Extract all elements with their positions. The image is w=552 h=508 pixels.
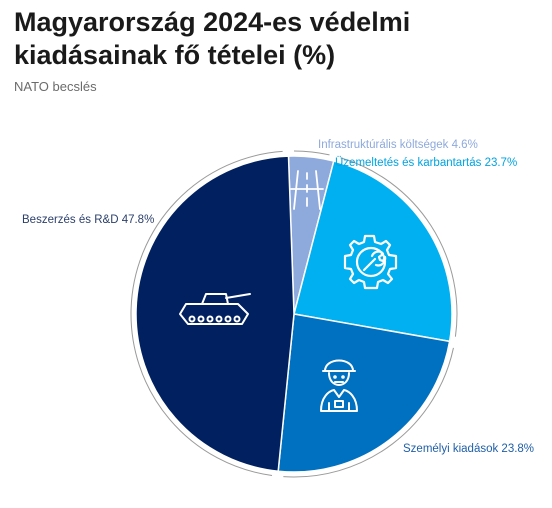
pie-slice-personnel (277, 313, 451, 473)
tank-icon (179, 293, 251, 325)
pie-slices (135, 155, 453, 473)
chart-subtitle: NATO becslés (14, 79, 97, 94)
leader-lines (130, 150, 458, 478)
slice-label-infrastructure: Infrastruktúrális költségek 4.6% (318, 139, 478, 151)
leader-arc-maintenance (340, 157, 458, 337)
road-icon (290, 170, 324, 210)
leader-arc-infrastructure (293, 150, 330, 156)
slice-labels: Infrastruktúrális költségek 4.6% Üzemelte… (22, 139, 534, 455)
pie-slice-maintenance (293, 160, 453, 343)
gear-wrench-icon (343, 234, 398, 290)
slice-icons (179, 170, 398, 412)
leader-arc-personnel (283, 347, 454, 478)
pie-slice-procurement (135, 155, 295, 473)
slice-label-maintenance: Üzemeltetés és karbantartás 23.7% (335, 157, 517, 169)
chart-title: Magyarország 2024-es védelmi kiadásainak… (14, 7, 411, 70)
soldier-icon (320, 359, 358, 412)
leader-arc-procurement (130, 150, 283, 477)
slice-label-personnel: Személyi kiadások 23.8% (403, 443, 534, 455)
slice-label-procurement: Beszerzés és R&D 47.8% (22, 214, 154, 226)
